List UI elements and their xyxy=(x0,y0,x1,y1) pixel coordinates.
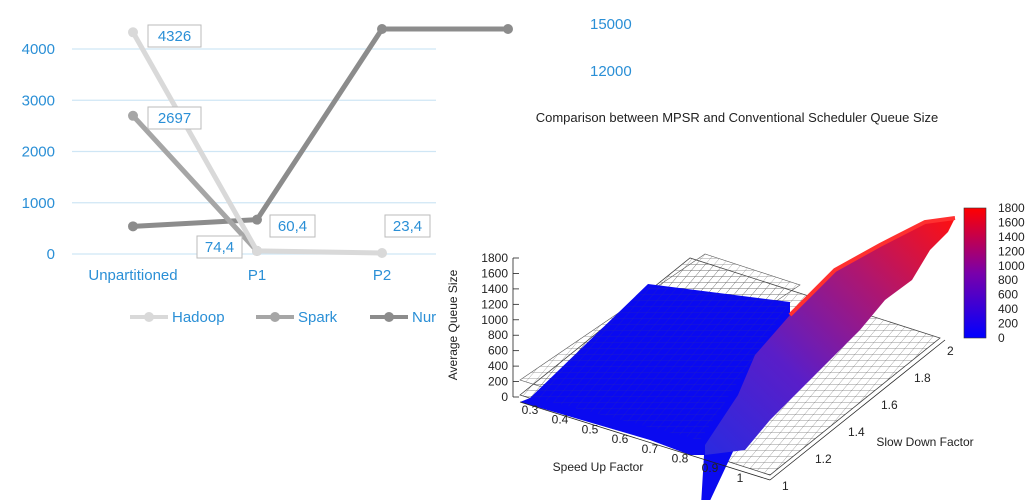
surface-blue-grid xyxy=(525,286,790,440)
data-point-nur xyxy=(503,24,513,35)
data-label: 2697 xyxy=(158,110,191,127)
colorbar-tick-label: 1600 xyxy=(998,215,1025,229)
x-tick-label: P1 xyxy=(248,267,266,284)
x-tick-label: P2 xyxy=(373,267,391,284)
y-tick-label: 4000 xyxy=(22,41,55,58)
line-chart-y-ticks: 0 1000 2000 3000 4000 xyxy=(22,41,55,263)
surface-ridge xyxy=(788,216,956,317)
x-tick-label: 0.6 xyxy=(612,432,629,446)
data-point-spark xyxy=(128,110,138,121)
data-label-box xyxy=(147,106,202,130)
data-point-nur xyxy=(252,214,262,225)
data-label: 4326 xyxy=(158,28,191,45)
y-tick-label: 1.8 xyxy=(914,371,931,385)
data-point-hadoop xyxy=(252,245,262,256)
surface-rising-wall xyxy=(705,218,955,455)
y-tick-label: 2000 xyxy=(22,144,55,161)
z-tick-label: 1400 xyxy=(481,282,508,296)
z-tick-label: 1800 xyxy=(481,251,508,265)
x-tick-label: 0.5 xyxy=(582,422,599,436)
y-tick-label: 1.2 xyxy=(815,452,832,466)
surface-z-axis-label: Average Queue Size xyxy=(446,269,460,380)
legend-label: Spark xyxy=(298,309,338,326)
y-tick-label: 2 xyxy=(947,344,954,358)
colorbar xyxy=(963,207,987,339)
z-tick-label: 1000 xyxy=(481,313,508,327)
data-label-box xyxy=(147,24,202,48)
z-tick-label: 1200 xyxy=(481,297,508,311)
legend-marker xyxy=(384,312,394,322)
line-chart: 0 1000 2000 3000 4000 12000 15000 Unpartition… xyxy=(22,16,632,326)
legend-marker xyxy=(270,312,280,322)
line-chart-data-labels: 4326 2697 74,4 60,4 23,4 xyxy=(147,24,431,259)
surface-y-axis-label: Slow Down Factor xyxy=(876,435,973,449)
y-tick-label: 1000 xyxy=(22,195,55,212)
data-point-hadoop xyxy=(128,27,138,38)
surface-y-ticks: 1 1.2 1.4 1.6 1.8 2 xyxy=(782,344,954,493)
line-chart-secondary-y-ticks: 12000 15000 xyxy=(590,16,632,80)
y2-tick-label: 15000 xyxy=(590,16,632,33)
series-line-nur xyxy=(130,26,511,229)
z-tick-label: 400 xyxy=(488,359,508,373)
surface-x-axis-label: Speed Up Factor xyxy=(553,460,644,474)
legend-label: Hadoop xyxy=(172,309,225,326)
surface-chart-title: Comparison between MPSR and Conventional… xyxy=(536,110,939,125)
x-tick-label: Unpartitioned xyxy=(88,267,177,284)
colorbar-tick-label: 1800 xyxy=(998,201,1025,215)
data-label: 23,4 xyxy=(393,218,422,235)
legend-label: Nur xyxy=(412,309,436,326)
surface-x-axis xyxy=(519,401,771,481)
legend-marker xyxy=(144,312,154,322)
y-tick-label: 1 xyxy=(782,479,789,493)
data-label: 74,4 xyxy=(205,239,234,256)
x-tick-label: 0.8 xyxy=(672,452,689,466)
line-chart-legend: Hadoop Spark Nur xyxy=(130,309,436,326)
z-tick-label: 600 xyxy=(488,344,508,358)
colorbar-tick-label: 600 xyxy=(998,288,1018,302)
colorbar-tick-label: 800 xyxy=(998,273,1018,287)
x-tick-label: 0.3 xyxy=(522,403,539,417)
x-tick-label: 0.4 xyxy=(552,413,569,427)
data-point-nur xyxy=(128,221,138,232)
surface-chart: Comparison between MPSR and Conventional… xyxy=(446,110,1025,500)
x-tick-label: 0.7 xyxy=(642,442,659,456)
y2-tick-label: 12000 xyxy=(590,63,632,80)
data-point-hadoop xyxy=(377,247,387,258)
x-tick-label: 1 xyxy=(737,471,744,485)
colorbar-tick-label: 1200 xyxy=(998,244,1025,258)
y-tick-label: 0 xyxy=(47,246,55,263)
data-label: 60,4 xyxy=(278,218,307,235)
surface-x-ticks: 0.3 0.4 0.5 0.6 0.7 0.8 0.9 1 xyxy=(522,403,744,485)
y-tick-label: 3000 xyxy=(22,92,55,109)
colorbar-tick-label: 1400 xyxy=(998,230,1025,244)
data-point-nur xyxy=(377,24,387,35)
line-chart-series xyxy=(128,24,513,258)
z-tick-label: 1600 xyxy=(481,266,508,280)
colorbar-tick-label: 1000 xyxy=(998,259,1025,273)
y-tick-label: 1.4 xyxy=(848,425,865,439)
z-tick-label: 0 xyxy=(501,390,508,404)
colorbar-tick-label: 0 xyxy=(998,331,1005,345)
colorbar-tick-label: 200 xyxy=(998,317,1018,331)
y-tick-label: 1.6 xyxy=(881,398,898,412)
surface-y-axis xyxy=(769,339,946,481)
data-label-box xyxy=(196,235,243,259)
z-tick-label: 800 xyxy=(488,328,508,342)
x-tick-label: 0.9 xyxy=(702,461,719,475)
data-label-box xyxy=(269,214,316,238)
colorbar-tick-label: 400 xyxy=(998,302,1018,316)
data-label-box xyxy=(384,214,431,238)
series-line-spark xyxy=(130,113,260,254)
z-tick-label: 200 xyxy=(488,375,508,389)
line-chart-x-ticks: Unpartitioned P1 P2 xyxy=(88,267,391,284)
